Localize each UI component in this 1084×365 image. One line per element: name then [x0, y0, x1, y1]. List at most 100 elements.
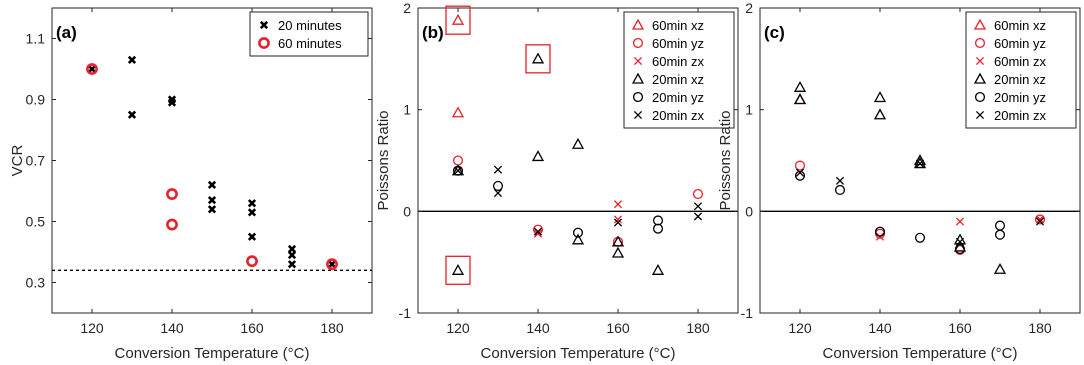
data-point [955, 217, 965, 226]
data-point [1035, 215, 1045, 224]
data-point [247, 232, 257, 241]
y-tick-label: -1 [399, 305, 412, 321]
legend-marker [258, 37, 270, 49]
x-tick-label: 180 [320, 320, 344, 336]
x-axis-label: Conversion Temperature (°C) [115, 345, 310, 362]
data-point [127, 55, 137, 64]
legend-box [965, 11, 1077, 129]
legend-marker [633, 56, 643, 66]
data-point [693, 202, 703, 211]
x-tick-label: 140 [526, 320, 550, 336]
panel-label: (b) [422, 23, 444, 42]
data-point [531, 150, 545, 162]
data-point [955, 237, 965, 246]
legend-marker [974, 37, 986, 49]
data-point [913, 154, 927, 166]
data-point [166, 218, 178, 231]
y-tick-label: 0 [745, 203, 753, 219]
y-axis-label: Poissons Ratio [717, 110, 734, 210]
data-point [953, 240, 967, 252]
legend-marker [974, 91, 986, 103]
legend-marker [973, 18, 987, 30]
data-point [994, 220, 1006, 231]
data-point [913, 157, 927, 169]
data-point [247, 199, 257, 208]
highlight-box [445, 255, 471, 285]
data-point [571, 137, 585, 149]
data-point [611, 246, 625, 258]
y-tick-label: 1.1 [26, 31, 46, 47]
data-point [533, 227, 543, 236]
data-point [86, 63, 98, 75]
x-tick-label: 120 [446, 320, 470, 336]
data-point [166, 188, 178, 200]
legend-label: 20min yz [994, 90, 1046, 105]
legend-label: 60min zx [994, 54, 1047, 69]
legend-label: 20min xz [994, 72, 1046, 87]
y-tick-label: 0 [403, 203, 411, 219]
data-point [873, 108, 887, 120]
data-point [127, 110, 137, 119]
data-point [875, 232, 885, 241]
data-point [795, 168, 805, 177]
data-point [794, 170, 806, 181]
data-point [873, 91, 887, 103]
data-point [915, 159, 925, 168]
data-point [793, 80, 807, 92]
data-point [651, 263, 665, 275]
y-tick-label: 1 [745, 102, 753, 118]
legend-label: 60min xz [652, 18, 704, 33]
data-point [452, 155, 464, 166]
data-point [451, 106, 465, 118]
data-point [993, 262, 1007, 274]
legend: 20 minutes 60 minutes [249, 11, 369, 57]
data-point [652, 215, 664, 226]
y-tick-label: 0.3 [26, 275, 46, 291]
data-point [451, 13, 465, 25]
legend-marker [633, 110, 643, 120]
legend-label: 60min yz [994, 36, 1046, 51]
legend: 60min xz 60min yz 60min zx 20min xz 20min yz… [965, 11, 1077, 129]
data-point [835, 176, 845, 185]
x-tick-label: 160 [948, 320, 972, 336]
legend-label: 20 minutes [278, 18, 342, 33]
legend-label: 20min zx [994, 108, 1047, 123]
data-point [611, 235, 625, 247]
y-tick-label: 0.7 [26, 153, 46, 169]
data-point [1035, 217, 1045, 226]
legend-label: 60min yz [652, 36, 704, 51]
plot-area [417, 7, 739, 314]
data-point [493, 188, 503, 198]
legend-label: 20min xz [652, 72, 704, 87]
data-point [451, 263, 465, 275]
x-tick-label: 160 [606, 320, 630, 336]
data-point [613, 218, 623, 227]
legend-label: 20min yz [652, 90, 704, 105]
data-point [834, 184, 846, 196]
legend-label: 60 minutes [278, 36, 342, 51]
chart-panel-1: 120 140 160 180 0.3 0.5 0.7 0.9 1.1 Conversion Te… [9, 7, 373, 362]
legend-marker [973, 72, 987, 84]
legend-label: 60min xz [994, 18, 1046, 33]
data-point [914, 232, 926, 243]
y-tick-label: 1 [403, 102, 411, 118]
data-point [571, 233, 585, 245]
y-tick-label: 2 [403, 0, 411, 16]
data-point [167, 98, 177, 107]
data-point [207, 196, 217, 205]
data-point [326, 258, 338, 271]
data-point [492, 180, 504, 191]
x-tick-label: 180 [1028, 320, 1052, 336]
y-tick-label: 2 [745, 0, 753, 16]
x-tick-label: 140 [160, 320, 184, 336]
legend-marker [631, 72, 645, 84]
data-point [452, 165, 464, 176]
data-point [693, 212, 703, 221]
chart-panel-2: 120 140 160 180 -1 0 1 2 Conversion Temperature … [375, 0, 739, 362]
data-point [793, 93, 807, 105]
highlight-box [525, 44, 551, 74]
data-point [287, 250, 297, 260]
data-point [207, 180, 217, 190]
x-tick-label: 140 [868, 320, 892, 336]
